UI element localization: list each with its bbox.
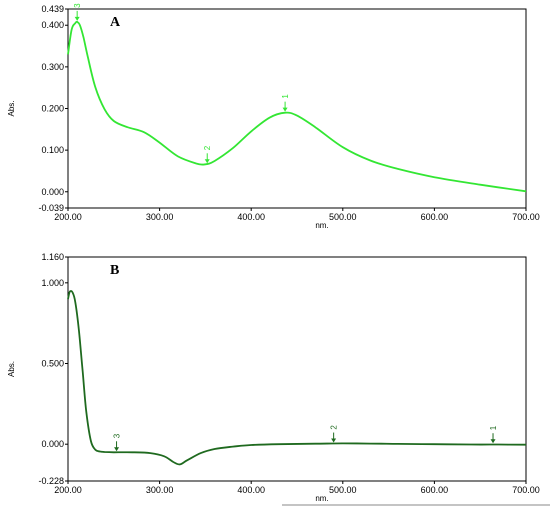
x-tick-label: 600.00: [421, 485, 449, 495]
peak-label: 2: [330, 425, 339, 430]
peak-label: 3: [113, 433, 122, 438]
y-axis-label: Abs.: [7, 100, 16, 116]
peak-arrow-head: [114, 447, 120, 452]
x-axis-label: nm.: [315, 494, 328, 503]
x-tick-label: 300.00: [146, 212, 174, 222]
x-tick-label: 500.00: [329, 212, 357, 222]
peak-marker-1: 1: [489, 425, 498, 444]
peak-arrow-head: [74, 16, 80, 21]
peak-label: 1: [489, 425, 498, 430]
y-tick-label: -0.039: [38, 203, 64, 213]
x-tick-label: 400.00: [237, 212, 265, 222]
peak-arrow-head: [282, 107, 288, 112]
x-tick-label: 200.00: [54, 212, 82, 222]
peak-arrow-head: [331, 438, 337, 443]
y-tick-label: 0.200: [41, 104, 64, 114]
panel-label: B: [110, 263, 119, 278]
y-tick-label: 0.500: [41, 359, 64, 369]
peak-marker-3: 3: [113, 433, 122, 452]
plot-frame: [67, 256, 527, 482]
panel-label: A: [110, 15, 121, 30]
peak-label: 2: [203, 145, 212, 150]
peak-label: 3: [73, 3, 82, 8]
peak-marker-3: 3: [73, 3, 82, 21]
peak-arrow-head: [204, 159, 210, 164]
x-tick-label: 300.00: [146, 485, 174, 495]
y-tick-label: -0.228: [38, 476, 64, 486]
x-tick-label: 600.00: [421, 212, 449, 222]
x-tick-label: 700.00: [512, 485, 540, 495]
y-tick-label: 0.439: [41, 4, 64, 14]
x-tick-label: 700.00: [512, 212, 540, 222]
x-axis-label: nm.: [315, 221, 328, 230]
y-tick-label: 0.300: [41, 62, 64, 72]
peak-marker-2: 2: [203, 145, 212, 164]
peak-label: 1: [281, 94, 290, 99]
x-tick-label: 500.00: [329, 485, 357, 495]
peak-arrow-head: [490, 439, 496, 444]
y-tick-label: 1.160: [41, 252, 64, 262]
plot-frame: [67, 8, 527, 209]
y-axis-label: Abs.: [7, 361, 16, 377]
x-tick-label: 200.00: [54, 485, 82, 495]
y-tick-label: 1.000: [41, 278, 64, 288]
spectrum-line: [67, 20, 527, 193]
peak-marker-2: 2: [330, 425, 339, 443]
y-tick-label: 0.100: [41, 145, 64, 155]
y-tick-label: 0.400: [41, 20, 64, 30]
y-tick-label: 0.000: [41, 187, 64, 197]
spectrum-line: [67, 290, 527, 466]
panel-a: 0.439 0.400 0.300 0.200 0.100 0.000 -0.039200.…: [7, 3, 540, 230]
peak-marker-1: 1: [281, 94, 290, 112]
y-tick-label: 0.000: [41, 439, 64, 449]
x-tick-label: 400.00: [237, 485, 265, 495]
